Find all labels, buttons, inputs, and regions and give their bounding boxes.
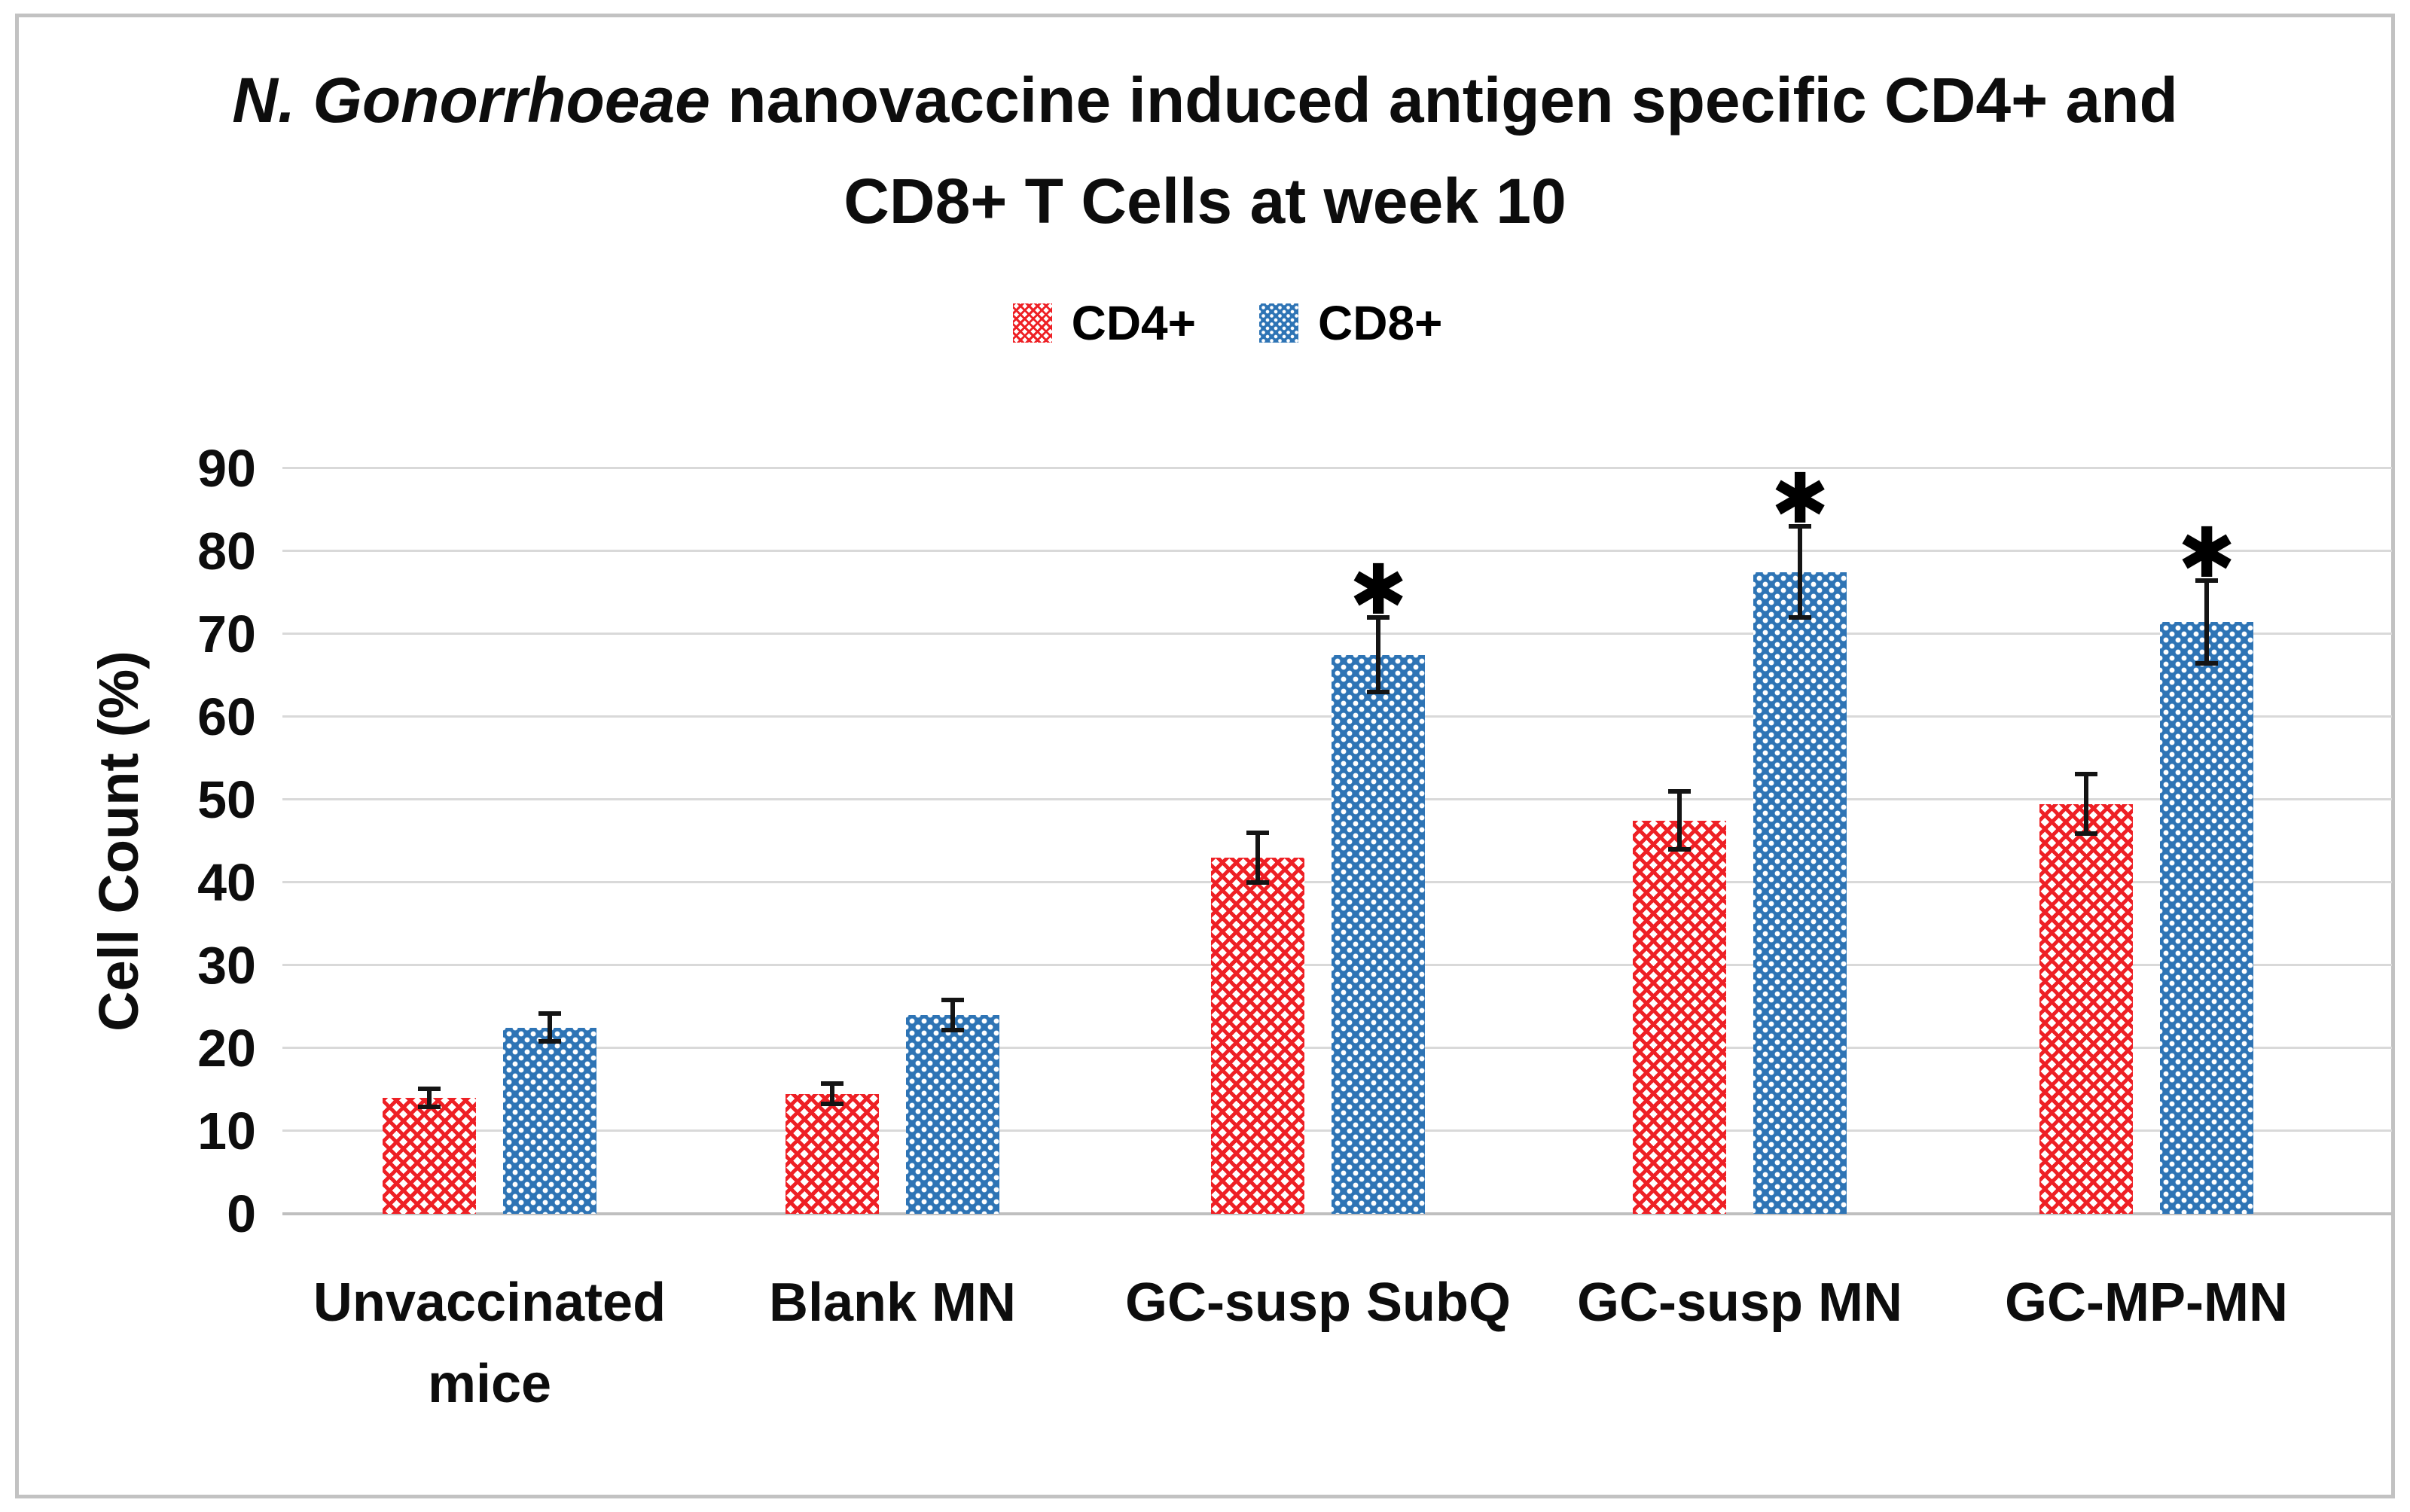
bar-CD8+-Blank MN (906, 1015, 999, 1214)
error-cap-top-CD8+-GC-susp MN (1789, 524, 1811, 529)
error-bar-CD4+-Blank MN (830, 1084, 834, 1104)
gridline-80 (282, 550, 2392, 552)
chart-title-line1: N. Gonorrhoeae nanovaccine induced antig… (0, 50, 2410, 151)
error-cap-top-CD8+-Unvaccinated mice (538, 1011, 561, 1016)
error-cap-bottom-CD8+-GC-MP-MN (2195, 660, 2218, 666)
bar-CD4+-GC-susp MN (1633, 820, 1726, 1214)
bar-CD8+-GC-susp SubQ (1332, 654, 1425, 1214)
y-tick-label-70: 70 (197, 605, 256, 663)
error-cap-top-CD4+-GC-MP-MN (2075, 771, 2097, 776)
x-tick-label-gc-susp-mn: GC-susp MN (1577, 1273, 1902, 1333)
error-cap-bottom-CD8+-GC-susp MN (1789, 615, 1811, 620)
significance-asterisk-GC-susp SubQ: ✱ (1349, 550, 1408, 630)
legend-item-cd8: CD8+ (1259, 295, 1442, 351)
error-cap-top-CD4+-Blank MN (821, 1081, 844, 1087)
error-bar-CD4+-GC-susp SubQ (1255, 833, 1260, 883)
y-tick-label-0: 0 (227, 1184, 256, 1243)
error-cap-top-CD4+-Unvaccinated mice (418, 1086, 441, 1091)
bar-CD8+-GC-susp MN (1753, 572, 1847, 1214)
bar-CD8+-Unvaccinated mice (503, 1027, 596, 1214)
chart-title-line1-rest: nanovaccine induced antigen specific CD4… (709, 65, 2178, 136)
error-cap-bottom-CD4+-GC-susp MN (1668, 847, 1691, 852)
x-tick-label-unvaccinated-mice: Unvaccinated mice (313, 1273, 667, 1414)
y-tick-label-50: 50 (197, 770, 256, 829)
error-bar-CD8+-GC-susp SubQ (1376, 617, 1380, 692)
error-cap-bottom-CD4+-Unvaccinated mice (418, 1105, 441, 1110)
legend-label-cd4: CD4+ (1071, 296, 1196, 350)
error-bar-CD8+-GC-MP-MN (2204, 580, 2209, 663)
cd8-pattern-swatch (1259, 303, 1298, 343)
y-tick-label-90: 90 (197, 439, 256, 498)
y-tick-label-40: 40 (197, 853, 256, 912)
gridline-90 (282, 467, 2392, 469)
bar-CD4+-GC-susp SubQ (1211, 858, 1304, 1214)
error-cap-top-CD4+-GC-susp SubQ (1246, 831, 1269, 835)
y-tick-label-30: 30 (197, 936, 256, 995)
y-tick-label-20: 20 (197, 1019, 256, 1078)
chart-title-italic: N. Gonorrhoeae (232, 65, 710, 136)
bar-CD4+-GC-MP-MN (2039, 803, 2133, 1214)
significance-asterisk-GC-MP-MN: ✱ (2177, 512, 2236, 593)
bar-CD8+-GC-MP-MN (2160, 621, 2253, 1214)
y-tick-label-10: 10 (197, 1102, 256, 1160)
error-bar-CD4+-Unvaccinated mice (427, 1088, 432, 1108)
error-cap-top-CD8+-Blank MN (941, 998, 964, 1003)
chart-title: N. Gonorrhoeae nanovaccine induced antig… (0, 50, 2410, 252)
gridline-0 (282, 1212, 2392, 1215)
error-cap-bottom-CD4+-GC-MP-MN (2075, 831, 2097, 837)
error-cap-bottom-CD8+-Blank MN (941, 1027, 964, 1032)
error-bar-CD4+-GC-MP-MN (2084, 773, 2088, 834)
legend-label-cd8: CD8+ (1318, 296, 1443, 350)
y-tick-label-80: 80 (197, 522, 256, 581)
error-cap-bottom-CD4+-Blank MN (821, 1101, 844, 1106)
error-cap-bottom-CD4+-GC-susp SubQ (1246, 880, 1269, 885)
chart-title-line2: CD8+ T Cells at week 10 (844, 166, 1566, 237)
chart-border-frame (15, 14, 2395, 1498)
error-cap-top-CD8+-GC-susp SubQ (1367, 615, 1390, 620)
error-cap-bottom-CD8+-Unvaccinated mice (538, 1039, 561, 1044)
error-cap-top-CD4+-GC-susp MN (1668, 789, 1691, 794)
significance-asterisk-GC-susp MN: ✱ (1771, 459, 1829, 539)
error-bar-CD8+-Blank MN (950, 1000, 955, 1030)
error-bar-CD4+-GC-susp MN (1677, 791, 1682, 849)
x-tick-label-blank-mn: Blank MN (768, 1273, 1017, 1333)
error-bar-CD8+-GC-susp MN (1798, 526, 1802, 617)
gridline-70 (282, 633, 2392, 635)
error-cap-bottom-CD8+-GC-susp SubQ (1367, 690, 1390, 694)
y-tick-label-60: 60 (197, 687, 256, 746)
bar-CD4+-Unvaccinated mice (383, 1098, 476, 1214)
error-cap-top-CD8+-GC-MP-MN (2195, 578, 2218, 583)
x-tick-label-gc-susp-subq: GC-susp SubQ (1124, 1273, 1511, 1333)
error-bar-CD8+-Unvaccinated mice (548, 1013, 552, 1042)
x-tick-label-gc-mp-mn: GC-MP-MN (2005, 1273, 2288, 1333)
legend: CD4+ CD8+ (0, 295, 2410, 351)
legend-item-cd4: CD4+ (1012, 295, 1196, 351)
cd4-pattern-swatch (1012, 303, 1052, 343)
bar-CD4+-Blank MN (786, 1093, 879, 1214)
